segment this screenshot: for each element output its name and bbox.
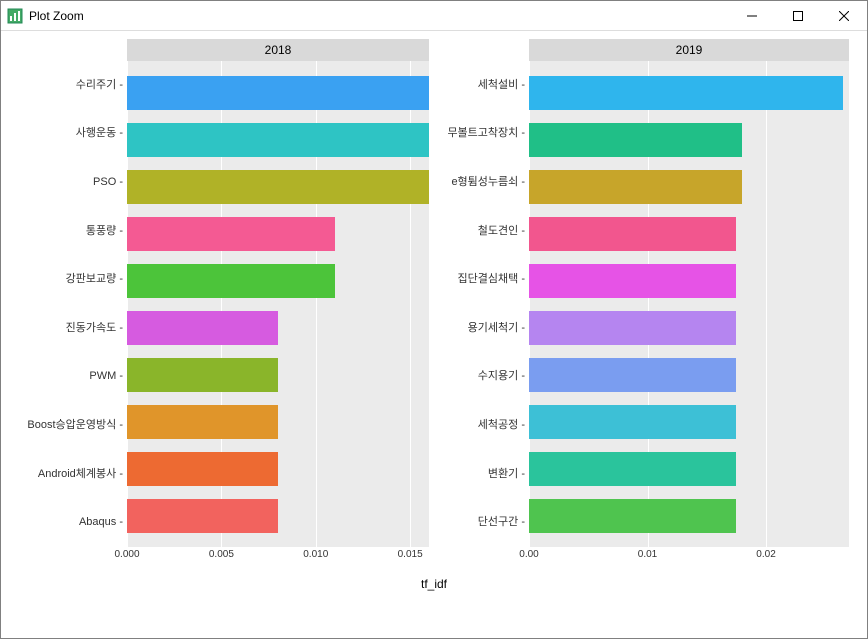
y-tick-label: 강판보교량 - [66, 274, 123, 285]
bar [529, 123, 742, 157]
bar [127, 123, 429, 157]
y-tick-label: 용기세척기 - [468, 323, 525, 334]
x-axis-ticks: 0.000.010.02 [529, 547, 849, 579]
x-tick-label: 0.005 [209, 549, 234, 560]
y-tick-label: 세척공정 - [478, 420, 525, 431]
bar [127, 76, 429, 110]
bar [127, 311, 278, 345]
x-axis-ticks: 0.0000.0050.0100.015 [127, 547, 429, 579]
y-tick-label: 수지용기 - [478, 371, 525, 382]
chart-body: 수리주기 - 사행운동 - PSO - 통풍량 - 강판보교량 - 진동가속도 - PWM … [9, 61, 429, 547]
bar [529, 264, 736, 298]
bar [529, 358, 736, 392]
bar [127, 452, 278, 486]
y-tick-label: Android체계봉사 - [38, 469, 123, 480]
bars-column [127, 61, 429, 547]
y-tick-label: Boost승압운영방식 - [27, 420, 123, 431]
y-tick-label: 단선구간 - [478, 517, 525, 528]
facet-panel-2018: 2018 수리주기 - 사행운동 - PSO - 통풍량 - 강판보교량 - 진동가속도 -… [9, 39, 429, 579]
y-tick-label: 세척설비 - [478, 80, 525, 91]
facet-strip: 2018 [127, 39, 429, 61]
y-tick-label: 무볼트고착장치 - [447, 128, 525, 139]
y-tick-label: 진동가속도 - [66, 323, 123, 334]
x-tick-label: 0.00 [519, 549, 538, 560]
window-buttons [729, 1, 867, 30]
y-tick-label: 변환기 - [488, 469, 525, 480]
y-tick-label: Abaqus - [79, 517, 123, 528]
bar [529, 170, 742, 204]
bar [529, 311, 736, 345]
close-button[interactable] [821, 1, 867, 30]
bars-column [529, 61, 849, 547]
maximize-button[interactable] [775, 1, 821, 30]
plot-area: 2018 수리주기 - 사행운동 - PSO - 통풍량 - 강판보교량 - 진동가속도 -… [1, 31, 867, 638]
minimize-button[interactable] [729, 1, 775, 30]
bar [127, 358, 278, 392]
x-tick-label: 0.010 [303, 549, 328, 560]
x-axis: 0.00 0.01 0.02 [429, 547, 849, 579]
bar [529, 76, 843, 110]
bar [529, 217, 736, 251]
bar [127, 264, 335, 298]
y-tick-label: 통풍량 - [86, 226, 123, 237]
chart-body: 세척설비 - 무볼트고착장치 - e형튐성누름쇠 - 철도견인 - 집단결심채택 - 용기… [429, 61, 849, 547]
x-tick-label: 0.000 [114, 549, 139, 560]
bar [529, 452, 736, 486]
x-tick-label: 0.02 [756, 549, 775, 560]
bar [127, 217, 335, 251]
bar [127, 170, 429, 204]
x-tick-label: 0.01 [638, 549, 657, 560]
y-tick-label: 집단결심채택 - [458, 274, 525, 285]
bar [127, 499, 278, 533]
y-tick-label: PSO - [93, 177, 123, 188]
bars-region [127, 61, 429, 547]
bars-region [529, 61, 849, 547]
x-axis-label: tf_idf [9, 577, 859, 593]
y-axis-labels: 수리주기 - 사행운동 - PSO - 통풍량 - 강판보교량 - 진동가속도 - PWM … [9, 61, 127, 547]
bar [529, 499, 736, 533]
app-icon [7, 8, 23, 24]
bar [529, 405, 736, 439]
facet-panel-2019: 2019 세척설비 - 무볼트고착장치 - e형튐성누름쇠 - 철도견인 - 집단결심채택… [429, 39, 849, 579]
y-axis-labels: 세척설비 - 무볼트고착장치 - e형튐성누름쇠 - 철도견인 - 집단결심채택 - 용기… [429, 61, 529, 547]
bar [127, 405, 278, 439]
facet-panels: 2018 수리주기 - 사행운동 - PSO - 통풍량 - 강판보교량 - 진동가속도 -… [9, 39, 859, 579]
facet-strip: 2019 [529, 39, 849, 61]
window-title: Plot Zoom [29, 9, 729, 23]
x-tick-label: 0.015 [398, 549, 423, 560]
x-axis: 0.000 0.005 0.010 0.015 [9, 547, 429, 579]
y-tick-label: 철도견인 - [478, 226, 525, 237]
titlebar: Plot Zoom [1, 1, 867, 31]
y-tick-label: 사행운동 - [76, 128, 123, 139]
y-tick-label: 수리주기 - [76, 80, 123, 91]
y-tick-label: PWM - [89, 371, 123, 382]
y-tick-label: e형튐성누름쇠 - [451, 177, 525, 188]
plot-zoom-window: Plot Zoom 2018 수리주기 - 사행운동 - PSO - 통풍량 - 강판보교… [0, 0, 868, 639]
